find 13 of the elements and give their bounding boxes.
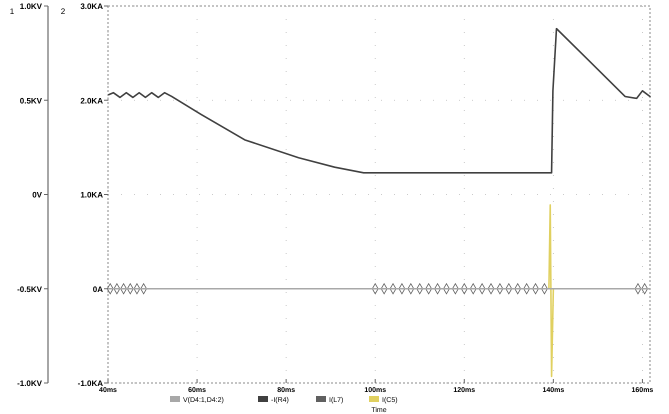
y-tick-label: -1.0KV (17, 379, 43, 388)
y2-tick-label: -1.0KA (78, 379, 104, 388)
y2-tick-label: 2.0KA (80, 96, 104, 106)
y2-tick-label: 3.0KA (80, 2, 104, 11)
y-tick-label: 1.0KV (20, 2, 43, 11)
y-axis-title: 1 (10, 7, 15, 16)
y2-tick-label: 0A (92, 284, 104, 294)
y-tick-label: 0.5KV (20, 96, 43, 106)
y-tick-label: 0V (32, 190, 43, 200)
y-tick-label: -0.5KV (17, 284, 43, 294)
line-series (108, 28, 651, 174)
y2-axis-title: 2 (60, 7, 66, 16)
y2-tick-label: 1.0KA (80, 190, 104, 200)
